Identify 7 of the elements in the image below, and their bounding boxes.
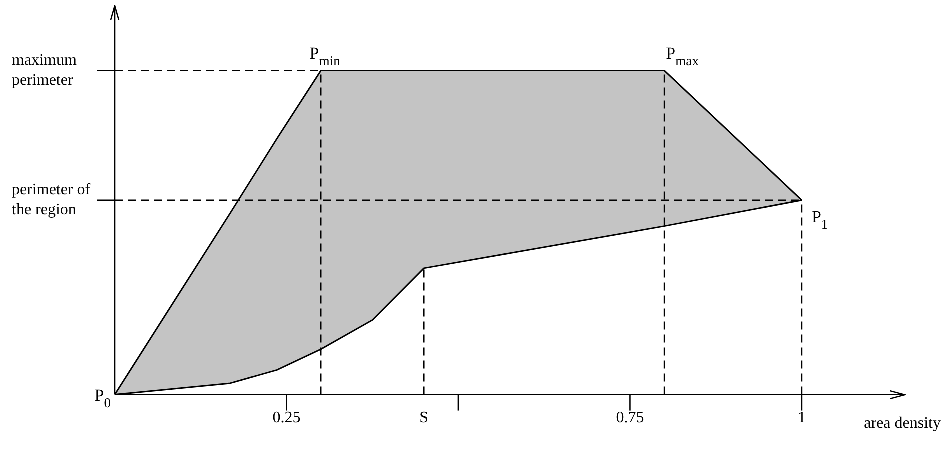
x-axis-title: area density <box>864 414 941 432</box>
x-tick-label: S <box>420 410 429 427</box>
x-tick-label: 0.25 <box>272 410 301 427</box>
x-tick-label: 0.75 <box>616 410 644 427</box>
ref-line-label: maximum perimeter <box>12 52 78 90</box>
ref-line-label: perimeter of the region <box>12 182 92 219</box>
x-tick-label: 1 <box>798 410 806 427</box>
